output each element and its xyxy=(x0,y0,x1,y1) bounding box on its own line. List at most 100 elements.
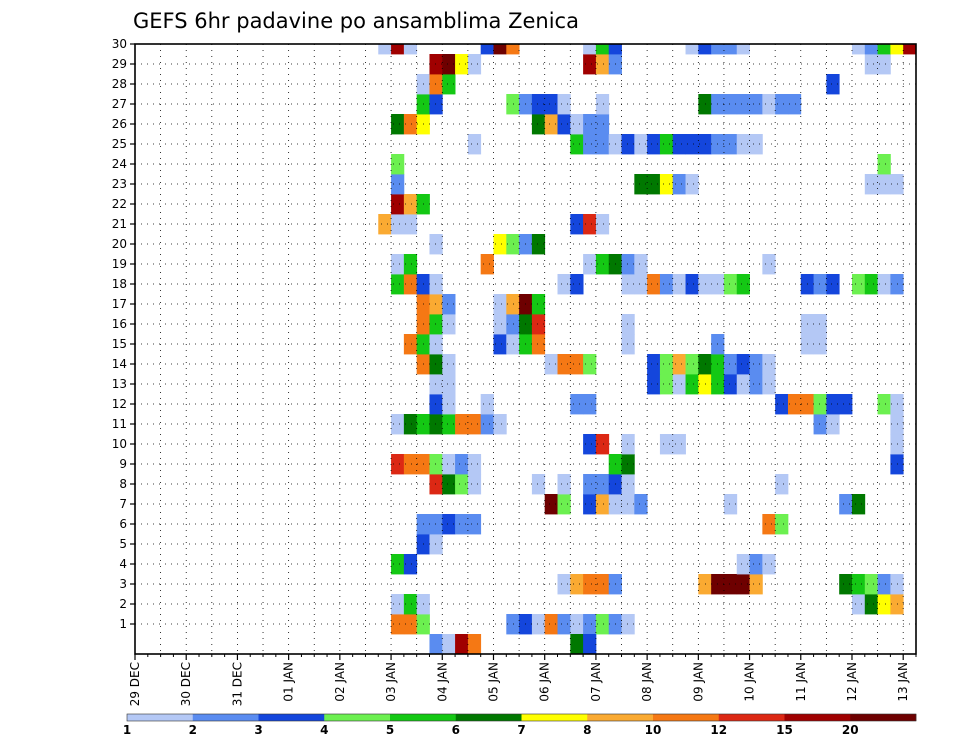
heatmap-cell xyxy=(736,374,750,395)
heatmap-cell xyxy=(723,374,738,395)
x-tick-label: 02 JAN xyxy=(333,662,347,702)
y-tick-label: 25 xyxy=(112,137,127,151)
heatmap-cell xyxy=(762,94,776,115)
colorbar-label: 10 xyxy=(645,723,662,737)
heatmap-cell xyxy=(826,74,840,95)
y-tick-label: 26 xyxy=(112,117,127,131)
x-tick-label: 29 DEC xyxy=(128,662,142,706)
heatmap-cell xyxy=(544,614,558,635)
heatmap-cell xyxy=(506,334,520,355)
heatmap-cell xyxy=(621,494,635,515)
heatmap-cell xyxy=(890,414,904,435)
heatmap-cell xyxy=(455,514,469,535)
heatmap-cell xyxy=(442,54,456,75)
x-tick-label: 07 JAN xyxy=(589,662,603,702)
heatmap-cell xyxy=(813,394,827,415)
x-tick-label: 11 JAN xyxy=(794,662,808,702)
heatmap-cell xyxy=(877,574,891,595)
heatmap-cell xyxy=(634,254,648,275)
heatmap-cell xyxy=(762,554,776,575)
heatmap-cell xyxy=(391,554,405,575)
heatmap-cell xyxy=(634,174,648,195)
y-tick-label: 28 xyxy=(112,77,127,91)
heatmap-cell xyxy=(864,174,878,195)
heatmap-cell xyxy=(647,274,661,295)
y-tick-label: 24 xyxy=(112,157,127,171)
heatmap-cell xyxy=(685,44,699,55)
heatmap-cell xyxy=(493,314,507,335)
heatmap-cell xyxy=(723,354,738,375)
heatmap-cell xyxy=(621,474,635,495)
colorbar-label: 20 xyxy=(842,723,859,737)
heatmap-cell xyxy=(634,134,648,155)
heatmap-cell xyxy=(557,614,571,635)
y-tick-label: 12 xyxy=(112,397,127,411)
colorbar-label: 3 xyxy=(254,723,262,737)
x-tick-label: 09 JAN xyxy=(691,662,705,702)
colorbar-swatch xyxy=(127,714,194,721)
heatmap-cell xyxy=(595,214,610,235)
heatmap-cell xyxy=(429,474,443,495)
heatmap-cell xyxy=(698,94,712,115)
heatmap-cell xyxy=(877,394,891,415)
y-tick-label: 16 xyxy=(112,317,127,331)
heatmap-cell xyxy=(429,294,443,315)
heatmap-cell xyxy=(698,574,712,595)
heatmap-cell xyxy=(480,414,494,435)
heatmap-cell xyxy=(557,574,571,595)
heatmap-cell xyxy=(583,254,597,275)
heatmap-cell xyxy=(749,374,763,395)
heatmap-cell xyxy=(570,134,584,155)
heatmap-cell xyxy=(467,454,482,475)
x-tick-label: 06 JAN xyxy=(538,662,552,702)
heatmap-cell xyxy=(391,174,405,195)
heatmap-cell xyxy=(749,134,763,155)
heatmap-cell xyxy=(851,44,866,55)
heatmap-cell xyxy=(531,614,546,635)
y-tick-label: 5 xyxy=(119,537,127,551)
heatmap-cell xyxy=(672,174,686,195)
heatmap-cell xyxy=(672,434,686,455)
heatmap-cell xyxy=(851,574,866,595)
heatmap-cell xyxy=(467,514,482,535)
heatmap-cell xyxy=(775,474,789,495)
heatmap-cell xyxy=(531,94,546,115)
heatmap-cell xyxy=(557,274,571,295)
heatmap-cell xyxy=(583,44,597,55)
heatmap-cell xyxy=(506,234,520,255)
heatmap-cell xyxy=(403,454,418,475)
heatmap-cell xyxy=(890,274,904,295)
heatmap-cell xyxy=(890,394,904,415)
y-tick-label: 8 xyxy=(119,477,127,491)
heatmap-cell xyxy=(493,334,507,355)
heatmap-cell xyxy=(762,354,776,375)
x-tick-label: 08 JAN xyxy=(640,662,654,702)
heatmap-cell xyxy=(595,474,610,495)
heatmap-cell xyxy=(403,274,418,295)
heatmap-cell xyxy=(659,374,674,395)
heatmap-cell xyxy=(634,274,648,295)
x-tick-label: 01 JAN xyxy=(282,662,296,702)
colorbar-swatch xyxy=(258,714,325,721)
heatmap-cell xyxy=(634,494,648,515)
y-tick-label: 23 xyxy=(112,177,127,191)
heatmap-cell xyxy=(877,44,891,55)
heatmap-cell xyxy=(749,94,763,115)
y-tick-label: 2 xyxy=(119,597,127,611)
heatmap-cell xyxy=(736,44,750,55)
y-tick-label: 20 xyxy=(112,237,127,251)
colorbar-frame xyxy=(126,713,917,722)
y-tick-label: 9 xyxy=(119,457,127,471)
heatmap-cell xyxy=(595,134,610,155)
colorbar-label: 8 xyxy=(583,723,591,737)
heatmap-cell xyxy=(493,234,507,255)
heatmap-cell xyxy=(391,414,405,435)
colorbar-label: 15 xyxy=(776,723,793,737)
heatmap-cell xyxy=(685,354,699,375)
heatmap-cell xyxy=(429,314,443,335)
heatmap-cell xyxy=(480,44,494,55)
heatmap-cell xyxy=(442,474,456,495)
heatmap-cell xyxy=(813,414,827,435)
heatmap-cell xyxy=(506,94,520,115)
colorbar-label: 6 xyxy=(452,723,460,737)
